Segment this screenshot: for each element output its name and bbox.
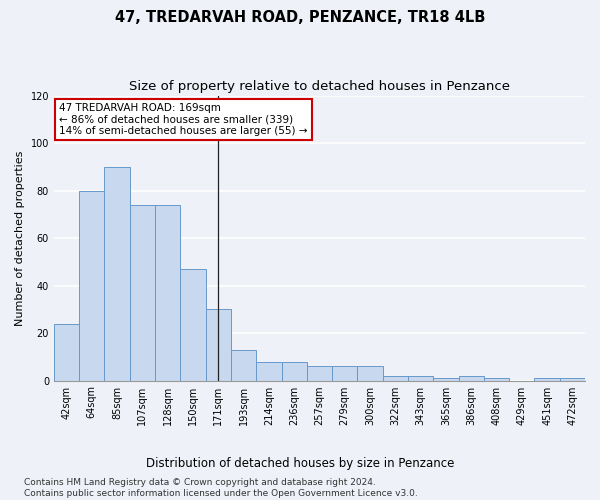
Bar	[458, 376, 484, 380]
Bar	[307, 366, 332, 380]
Text: 47 TREDARVAH ROAD: 169sqm
← 86% of detached houses are smaller (339)
14% of semi: 47 TREDARVAH ROAD: 169sqm ← 86% of detac…	[59, 102, 308, 136]
Bar	[383, 376, 408, 380]
Bar	[130, 205, 155, 380]
Bar	[231, 350, 256, 380]
Bar	[54, 324, 79, 380]
Y-axis label: Number of detached properties: Number of detached properties	[15, 150, 25, 326]
Text: Distribution of detached houses by size in Penzance: Distribution of detached houses by size …	[146, 458, 454, 470]
Bar	[358, 366, 383, 380]
Bar	[79, 190, 104, 380]
Bar	[560, 378, 585, 380]
Bar	[433, 378, 458, 380]
Title: Size of property relative to detached houses in Penzance: Size of property relative to detached ho…	[129, 80, 510, 93]
Bar	[535, 378, 560, 380]
Bar	[104, 167, 130, 380]
Text: 47, TREDARVAH ROAD, PENZANCE, TR18 4LB: 47, TREDARVAH ROAD, PENZANCE, TR18 4LB	[115, 10, 485, 25]
Bar	[484, 378, 509, 380]
Bar	[155, 205, 181, 380]
Bar	[281, 362, 307, 380]
Bar	[206, 310, 231, 380]
Text: Contains HM Land Registry data © Crown copyright and database right 2024.
Contai: Contains HM Land Registry data © Crown c…	[24, 478, 418, 498]
Bar	[256, 362, 281, 380]
Bar	[408, 376, 433, 380]
Bar	[181, 269, 206, 380]
Bar	[332, 366, 358, 380]
